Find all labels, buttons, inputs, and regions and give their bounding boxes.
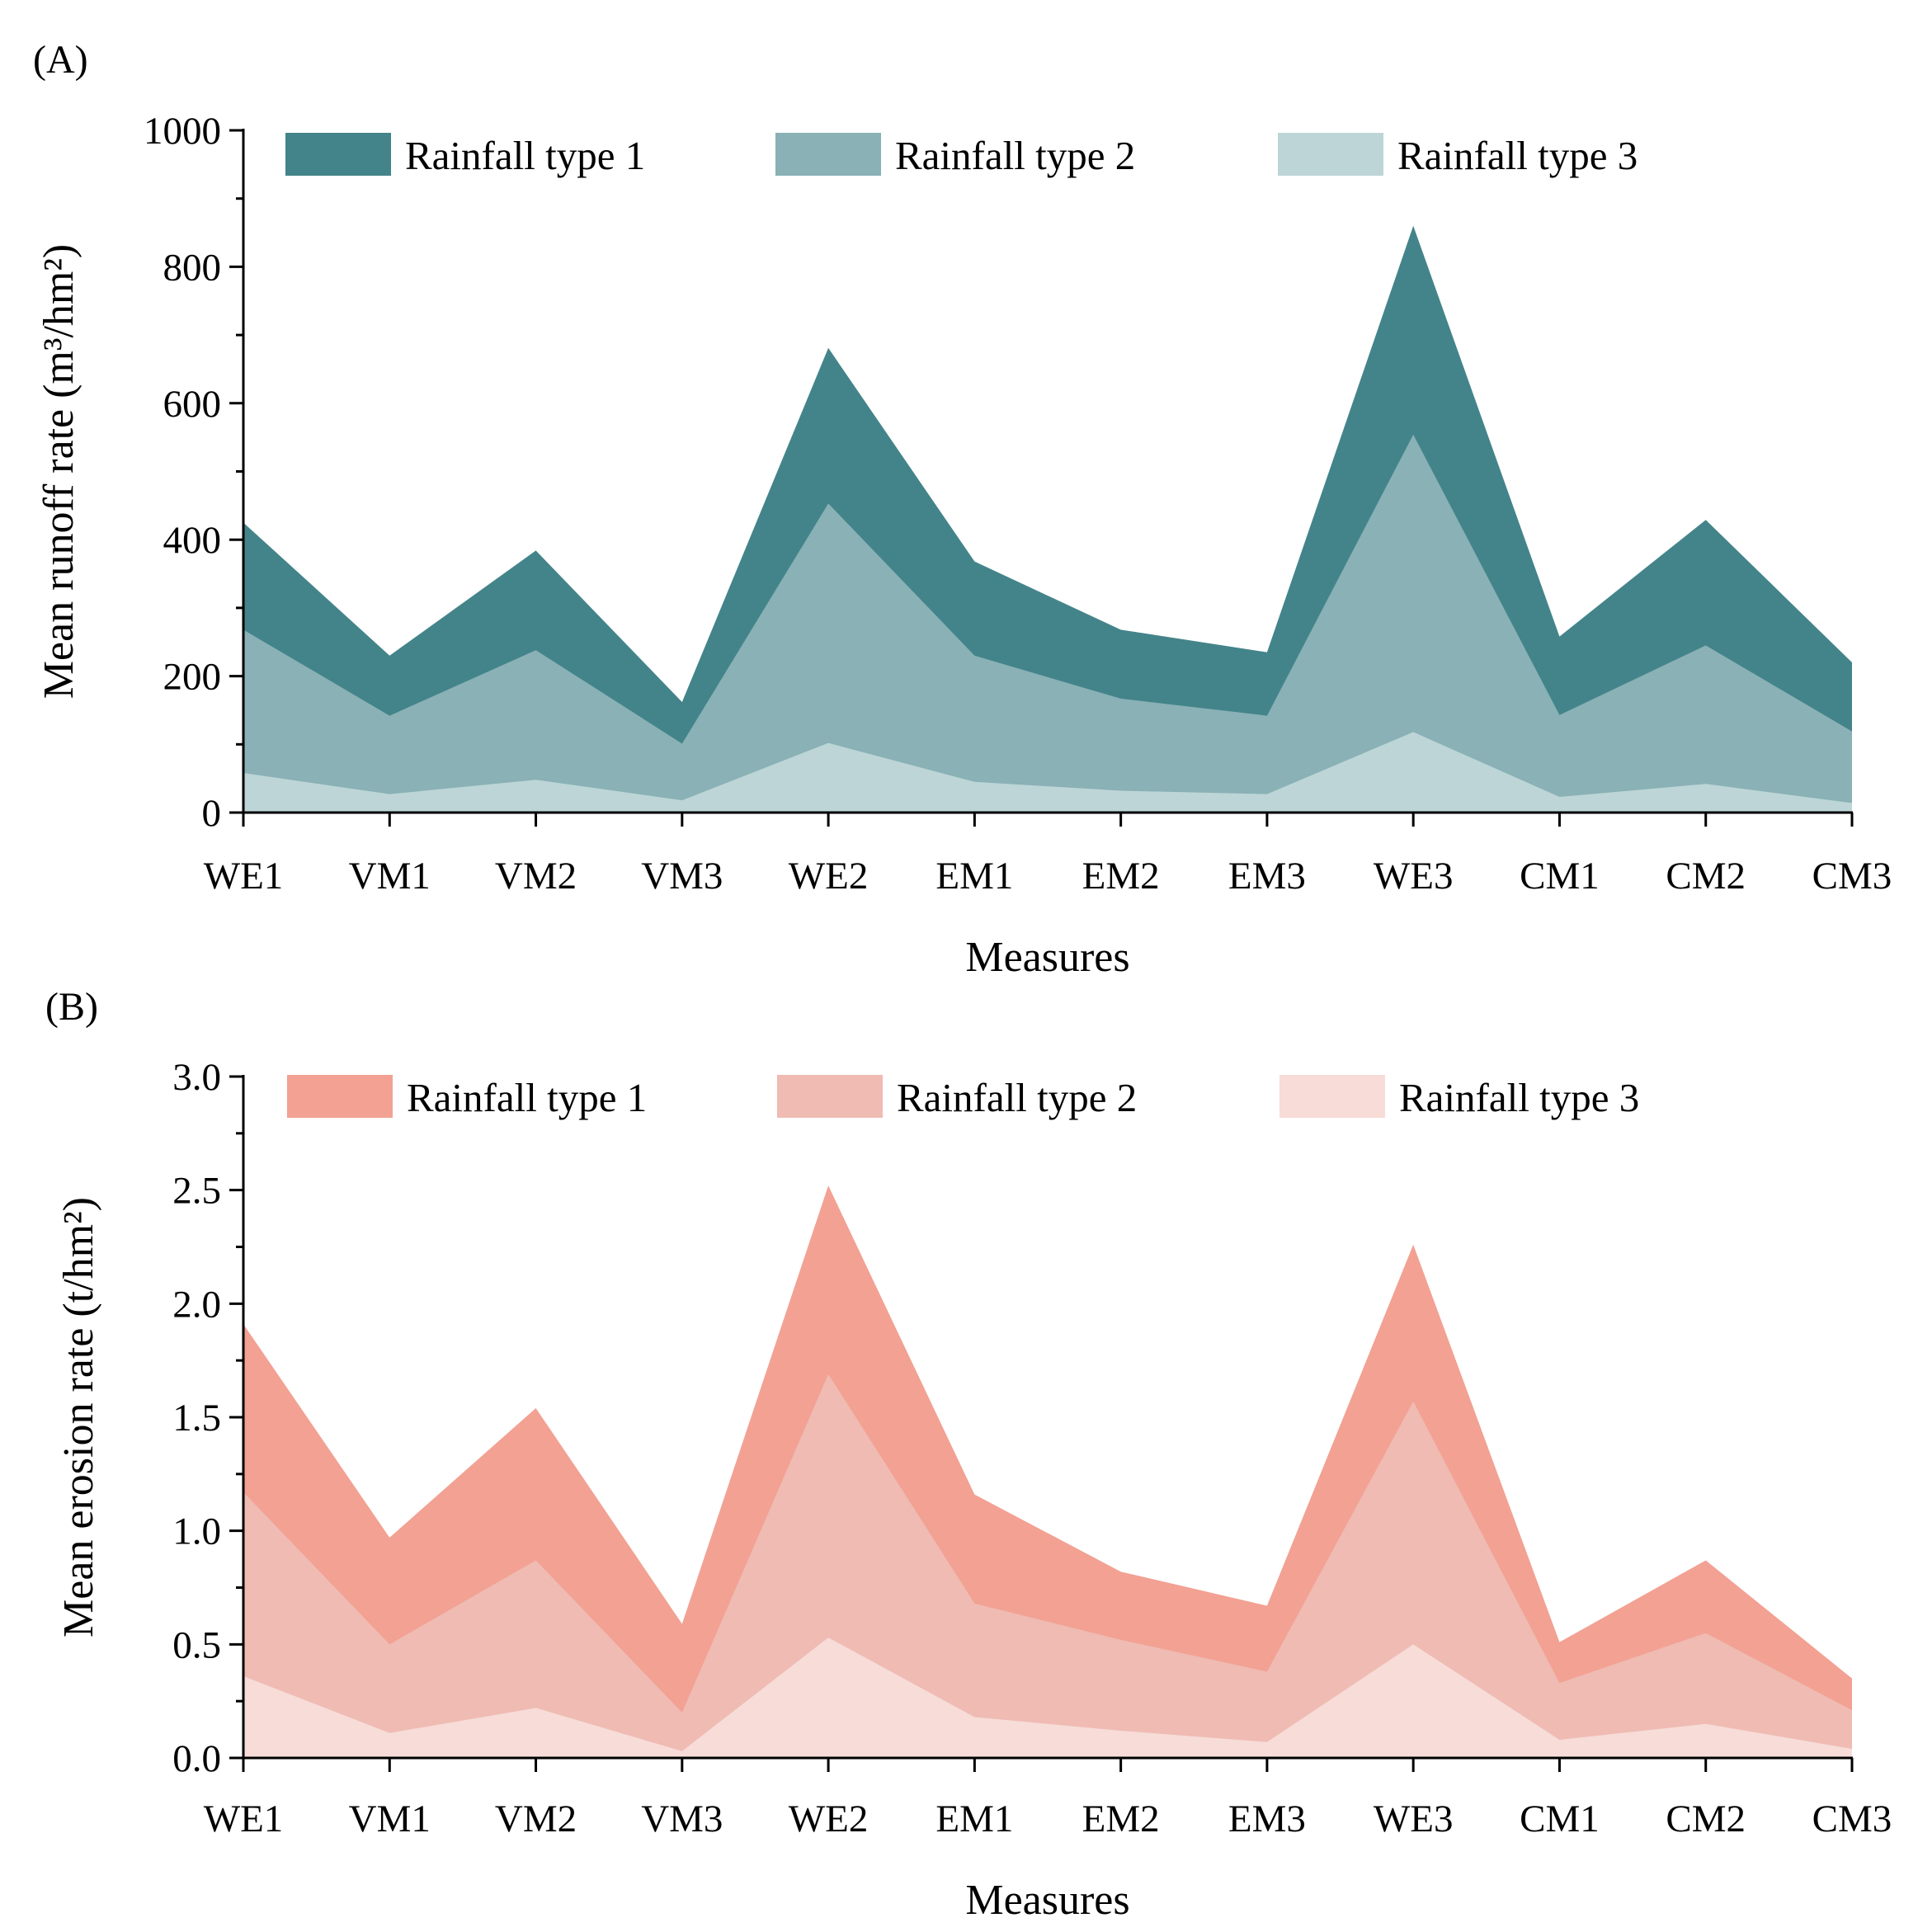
- legend-swatch-1: [285, 133, 391, 176]
- x-tick-label: WE3: [1374, 1798, 1454, 1840]
- legend: Rainfall type 1 Rainfall type 2 Rainfall t…: [287, 1075, 1639, 1120]
- x-tick-label: CM3: [1812, 1798, 1892, 1840]
- y-tick-label: 1000: [144, 110, 221, 153]
- legend-swatch-3: [1279, 1075, 1385, 1118]
- y-tick-label: 400: [163, 519, 222, 562]
- x-tick-label: CM1: [1520, 855, 1600, 898]
- legend-swatch-3: [1278, 133, 1383, 176]
- y-tick-label: 1.5: [172, 1397, 221, 1440]
- y-tick-label: 0: [202, 792, 222, 835]
- x-tick-label: EM1: [935, 855, 1013, 898]
- x-tick-label: WE3: [1374, 855, 1454, 898]
- legend-label-1: Rainfall type 1: [407, 1075, 647, 1120]
- x-tick-label: WE2: [789, 1798, 869, 1840]
- y-tick-label: 3.0: [172, 1056, 221, 1099]
- legend-swatch-2: [777, 1075, 883, 1118]
- legend-label-1: Rainfall type 1: [405, 133, 645, 178]
- y-tick-label: 600: [163, 383, 222, 426]
- legend-swatch-2: [775, 133, 881, 176]
- area-series-2: [243, 434, 1852, 813]
- y-axis-title: Mean erosion rate (t/hm²): [55, 1197, 102, 1637]
- x-tick-label: VM3: [641, 855, 723, 898]
- y-tick-label: 0.5: [172, 1623, 221, 1666]
- x-tick-label: WE2: [789, 855, 869, 898]
- x-tick-label: VM2: [495, 1798, 577, 1840]
- legend: Rainfall type 1 Rainfall type 2 Rainfall t…: [285, 133, 1638, 178]
- x-tick-label: VM2: [495, 855, 577, 898]
- y-tick-label: 2.0: [172, 1283, 221, 1326]
- panel-label: (B): [45, 985, 98, 1029]
- x-tick-label: EM2: [1082, 1798, 1160, 1840]
- y-tick-label: 0.0: [172, 1737, 221, 1780]
- x-tick-label: EM3: [1228, 1798, 1306, 1840]
- x-axis-title: Measures: [965, 934, 1129, 981]
- legend-label-3: Rainfall type 3: [1399, 1075, 1639, 1120]
- legend-label-3: Rainfall type 3: [1397, 133, 1638, 178]
- x-tick-label: EM1: [935, 1798, 1013, 1840]
- legend-label-2: Rainfall type 2: [897, 1075, 1137, 1120]
- x-tick-label: VM3: [641, 1798, 723, 1840]
- x-tick-label: EM3: [1228, 855, 1306, 898]
- x-tick-label: CM3: [1812, 855, 1892, 898]
- panel-label: (A): [33, 38, 88, 82]
- area-series-3: [243, 732, 1852, 813]
- x-tick-label: CM2: [1666, 855, 1746, 898]
- legend-swatch-1: [287, 1075, 393, 1118]
- area-series-3: [243, 1637, 1852, 1758]
- y-axis-title: Mean runoff rate (m³/hm²): [35, 244, 82, 699]
- y-tick-label: 2.5: [172, 1170, 221, 1213]
- x-tick-label: VM1: [349, 1798, 431, 1840]
- chart-panel-a: 0 200 400 600 800 1000 WE1 VM1 VM2 VM3 WE2 EM1 EM2 EM…: [33, 38, 1892, 981]
- x-tick-label: VM1: [349, 855, 431, 898]
- area-series-2: [243, 1374, 1852, 1758]
- x-tick-label: CM2: [1666, 1798, 1746, 1840]
- x-axis-title: Measures: [965, 1877, 1129, 1924]
- x-tick-label: CM1: [1520, 1798, 1600, 1840]
- x-tick-label: EM2: [1082, 855, 1160, 898]
- y-tick-label: 1.0: [172, 1510, 221, 1553]
- legend-label-2: Rainfall type 2: [895, 133, 1135, 178]
- y-tick-label: 800: [163, 246, 222, 289]
- y-tick-label: 200: [163, 656, 222, 699]
- x-tick-label: WE1: [204, 855, 284, 898]
- chart-panel-b: 0.0 0.5 1.0 1.5 2.0 2.5 3.0 WE1 VM1 VM2 VM3 WE2 EM1 E…: [45, 985, 1892, 1924]
- x-tick-label: WE1: [204, 1798, 284, 1840]
